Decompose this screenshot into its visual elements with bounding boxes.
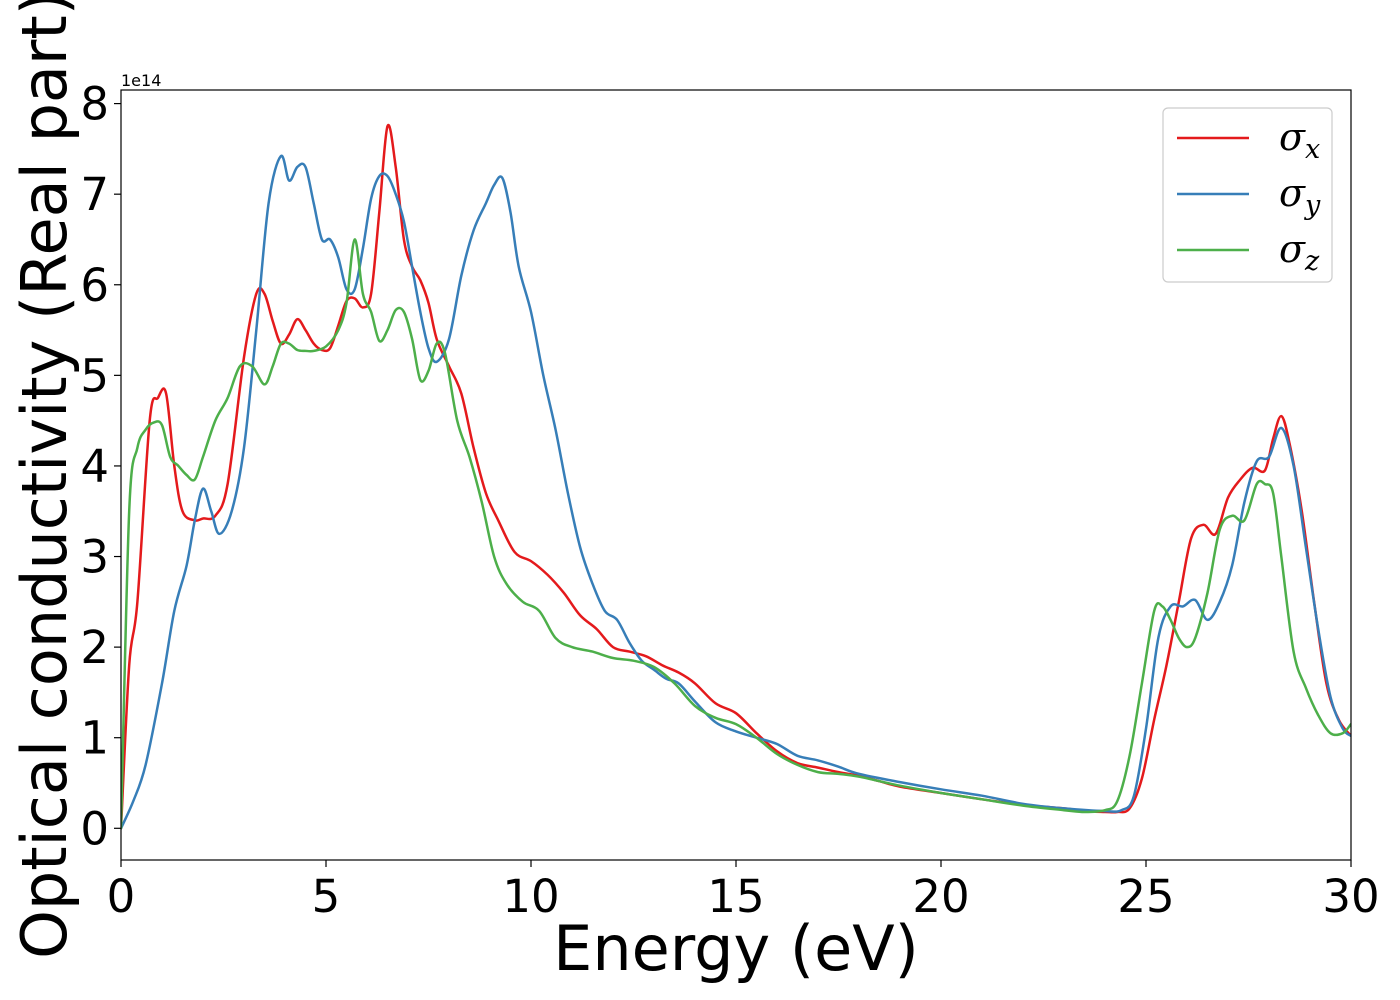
y-tick-label: 7 bbox=[80, 168, 109, 221]
series-line-2 bbox=[121, 154, 1351, 830]
x-tick-label: 10 bbox=[502, 870, 559, 923]
y-tick-label: 5 bbox=[80, 349, 109, 402]
legend-label: σy bbox=[1279, 171, 1321, 221]
x-tick-label: 20 bbox=[912, 870, 969, 923]
legend-label: σx bbox=[1279, 115, 1320, 165]
x-axis-ticks: 0 5 10 15 20 25 30 bbox=[107, 860, 1380, 923]
y-offset-label: 1e14 bbox=[121, 71, 161, 90]
y-tick-label: 3 bbox=[80, 531, 109, 584]
series-layer bbox=[121, 123, 1351, 830]
x-tick-label: 5 bbox=[312, 870, 341, 923]
series-line-3 bbox=[121, 238, 1351, 830]
x-tick-label: 0 bbox=[107, 870, 136, 923]
x-tick-label: 30 bbox=[1322, 870, 1379, 923]
y-tick-label: 2 bbox=[80, 621, 109, 674]
y-tick-label: 6 bbox=[80, 259, 109, 312]
x-axis-title: Energy (eV) bbox=[553, 912, 919, 985]
y-tick-label: 4 bbox=[80, 440, 109, 493]
x-tick-label: 25 bbox=[1117, 870, 1174, 923]
y-tick-label: 1 bbox=[80, 712, 109, 765]
y-axis-ticks: 0 1 2 3 4 5 6 7 8 bbox=[80, 78, 121, 855]
y-tick-label: 8 bbox=[80, 78, 109, 131]
legend: σx σy σz bbox=[1162, 107, 1333, 283]
x-tick-label: 15 bbox=[707, 870, 764, 923]
y-axis-title: Optical conductivity (Real part) bbox=[8, 0, 81, 959]
y-tick-label: 0 bbox=[80, 802, 109, 855]
legend-label: σz bbox=[1279, 227, 1320, 277]
